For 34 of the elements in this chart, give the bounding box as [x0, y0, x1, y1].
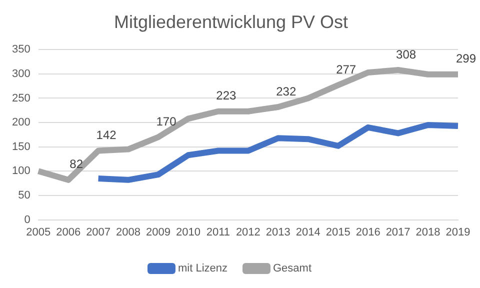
y-tick-label: 0 — [24, 214, 30, 226]
data-label: 142 — [96, 128, 117, 142]
data-label: 82 — [70, 157, 84, 172]
x-tick-label: 2005 — [26, 226, 51, 238]
y-tick-label: 350 — [12, 44, 30, 56]
y-tick-label: 250 — [12, 92, 30, 104]
legend-label: Gesamt — [273, 262, 312, 275]
data-label: 232 — [276, 84, 296, 98]
y-tick-label: 200 — [12, 116, 30, 129]
legend-label: mit Lizenz — [178, 262, 228, 275]
x-tick-label: 2010 — [176, 226, 200, 238]
data-label: 299 — [456, 52, 476, 66]
data-label: 223 — [216, 88, 237, 103]
x-tick-label: 2012 — [236, 226, 260, 238]
x-tick-label: 2007 — [86, 226, 111, 238]
x-tick-label: 2015 — [326, 226, 350, 238]
x-tick-label: 2019 — [446, 226, 470, 238]
x-tick-label: 2014 — [296, 226, 320, 238]
data-label: 308 — [396, 47, 416, 62]
x-tick-label: 2017 — [386, 226, 410, 238]
x-tick-label: 2006 — [56, 226, 81, 238]
y-tick-label: 300 — [12, 68, 30, 80]
data-label: 277 — [336, 62, 356, 76]
y-tick-label: 50 — [18, 190, 30, 202]
data-label: 170 — [156, 114, 177, 128]
y-tick-label: 100 — [12, 165, 30, 178]
x-tick-label: 2009 — [146, 226, 170, 238]
x-tick-label: 2011 — [206, 226, 230, 238]
y-tick-label: 150 — [12, 140, 30, 153]
x-tick-label: 2016 — [356, 226, 380, 238]
x-tick-label: 2008 — [116, 226, 141, 238]
chart-title: Mitgliederentwicklung PV Ost — [114, 12, 348, 32]
x-tick-label: 2013 — [266, 226, 290, 238]
x-tick-label: 2018 — [416, 226, 440, 238]
